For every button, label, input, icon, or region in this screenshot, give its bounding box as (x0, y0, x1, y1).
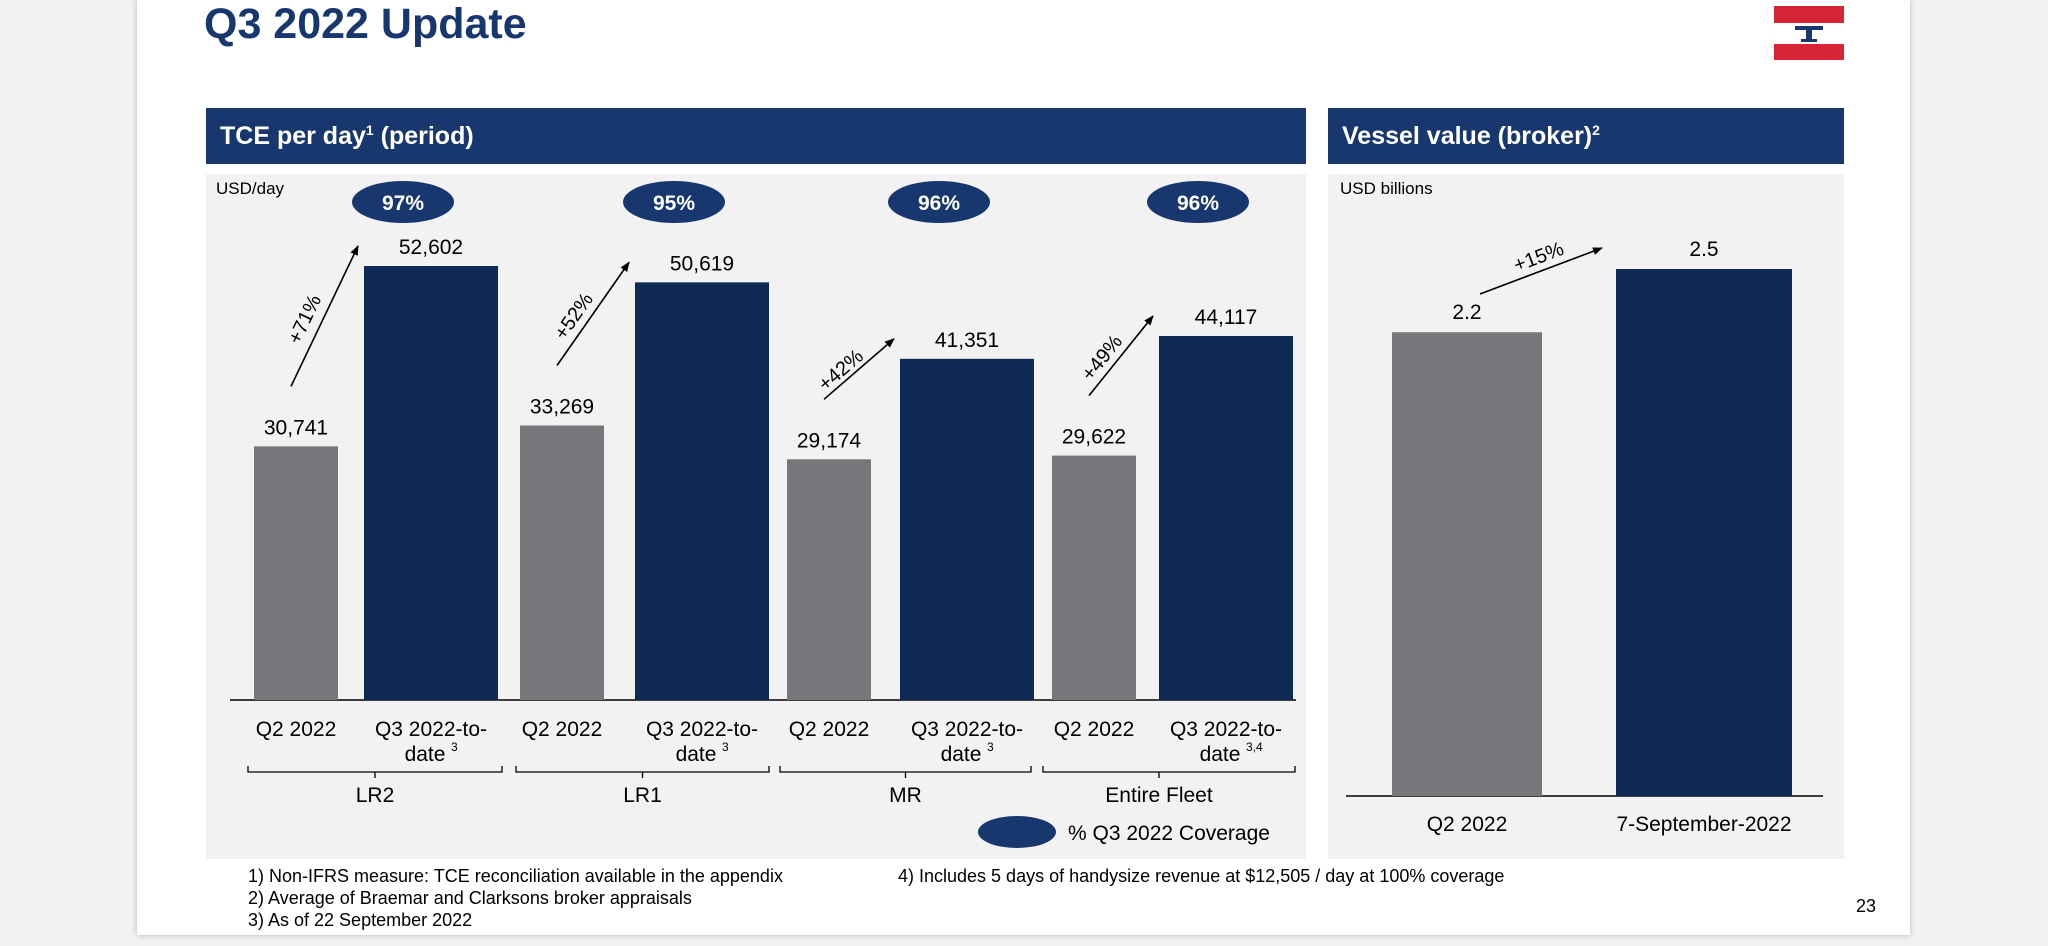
growth-arrow (290, 245, 359, 387)
tce-category-label: Q3 2022-to- (911, 718, 1023, 741)
vessel-category-label: Q2 2022 (1427, 813, 1508, 836)
group-brace (779, 766, 1032, 778)
tce-header-sup: 1 (365, 122, 374, 138)
tce-category-label: Q3 2022-to- (646, 718, 758, 741)
coverage-value: 97% (382, 192, 424, 215)
group-brace (247, 766, 503, 778)
vessel-bar (1616, 269, 1792, 796)
page-title: Q3 2022 Update (204, 0, 527, 48)
tce-unit-label: USD/day (216, 179, 285, 198)
footnote-4: 4) Includes 5 days of handysize revenue … (898, 866, 1505, 886)
slide: Q3 2022 Update TCE per day1 (period) USD… (137, 0, 1910, 935)
tce-data-label: 50,619 (670, 252, 734, 275)
growth-label: +71% (284, 291, 326, 347)
tce-category-label: Q2 2022 (1054, 718, 1135, 741)
tce-group-label: LR1 (623, 784, 662, 807)
footnote-1: 1) Non-IFRS measure: TCE reconciliation … (248, 866, 783, 886)
coverage-badge (623, 181, 725, 223)
tce-category-label: date (1200, 743, 1241, 766)
company-logo-icon (1774, 6, 1844, 60)
footnote-2: 2) Average of Braemar and Clarksons brok… (248, 888, 692, 908)
tce-category-label: date (941, 743, 982, 766)
tce-bar-q3 (364, 266, 498, 700)
tce-category-label: date (405, 743, 446, 766)
tce-data-label: 52,602 (399, 236, 463, 259)
vessel-panel-header: Vessel value (broker)2 (1328, 108, 1844, 164)
tce-panel: USD/day 30,741 52,602 97% +71% Q2 2022 Q3 202… (206, 174, 1306, 859)
vessel-bar (1392, 332, 1542, 796)
growth-label: +42% (814, 345, 868, 396)
vessel-panel: USD billions 2.2 Q2 2022 2.5 7-September-20… (1328, 174, 1844, 859)
tce-category-sup: 3 (451, 740, 458, 754)
tce-header-suffix: (period) (373, 122, 474, 150)
tce-panel-header: TCE per day1 (period) (206, 108, 1306, 164)
tce-group-label: MR (889, 784, 922, 807)
tce-group-label: Entire Fleet (1105, 784, 1213, 807)
tce-bar-q3 (1159, 336, 1293, 700)
tce-bar-q3 (635, 282, 769, 700)
tce-data-label: 30,741 (264, 416, 328, 439)
tce-bar-q2 (1052, 455, 1136, 700)
tce-chart: 30,741 52,602 97% +71% Q2 2022 Q3 2022-to-dat… (230, 181, 1296, 848)
tce-data-label: 44,117 (1195, 306, 1258, 329)
coverage-badge (888, 181, 990, 223)
growth-arrow (556, 261, 630, 366)
tce-category-sup: 3 (722, 740, 729, 754)
tce-data-label: 29,622 (1062, 426, 1126, 449)
tce-category-sup: 3 (987, 740, 994, 754)
vessel-category-label: 7-September-2022 (1616, 813, 1791, 836)
tce-category-label: date (676, 743, 717, 766)
footnote-3: 3) As of 22 September 2022 (248, 910, 473, 930)
tce-category-label: Q2 2022 (789, 718, 870, 741)
tce-data-label: 29,174 (797, 429, 862, 452)
tce-category-label: Q2 2022 (256, 718, 337, 741)
tce-category-sup: 3,4 (1246, 740, 1263, 754)
tce-bar-q2 (520, 425, 604, 700)
tce-data-label: 41,351 (935, 329, 999, 352)
vessel-header-sup: 2 (1592, 122, 1600, 138)
coverage-badge (1147, 181, 1249, 223)
tce-bar-q2 (787, 459, 871, 700)
group-brace (515, 766, 770, 778)
tce-category-label: Q3 2022-to- (375, 718, 487, 741)
tce-group-label: LR2 (356, 784, 395, 807)
vessel-data-label: 2.2 (1452, 301, 1481, 324)
vessel-growth-arrow (1479, 247, 1603, 295)
tce-category-label: Q2 2022 (522, 718, 603, 741)
tce-bar-q2 (254, 446, 338, 700)
growth-arrow (1088, 315, 1154, 397)
group-brace (1042, 766, 1296, 778)
tce-category-label: Q3 2022-to- (1170, 718, 1282, 741)
vessel-header-text: Vessel value (broker) (1342, 122, 1593, 150)
vessel-unit-label: USD billions (1340, 179, 1433, 198)
coverage-value: 96% (1177, 192, 1219, 215)
legend-coverage-label: % Q3 2022 Coverage (1068, 822, 1270, 845)
vessel-data-label: 2.5 (1689, 238, 1718, 261)
coverage-value: 96% (918, 192, 960, 215)
growth-arrow (823, 338, 895, 400)
page-number: 23 (1855, 896, 1876, 916)
tce-header-text: TCE per day (220, 122, 366, 150)
coverage-value: 95% (653, 192, 695, 215)
coverage-badge (352, 181, 454, 223)
tce-bar-q3 (900, 358, 1034, 700)
legend-coverage-swatch (978, 816, 1056, 848)
tce-data-label: 33,269 (530, 396, 594, 419)
